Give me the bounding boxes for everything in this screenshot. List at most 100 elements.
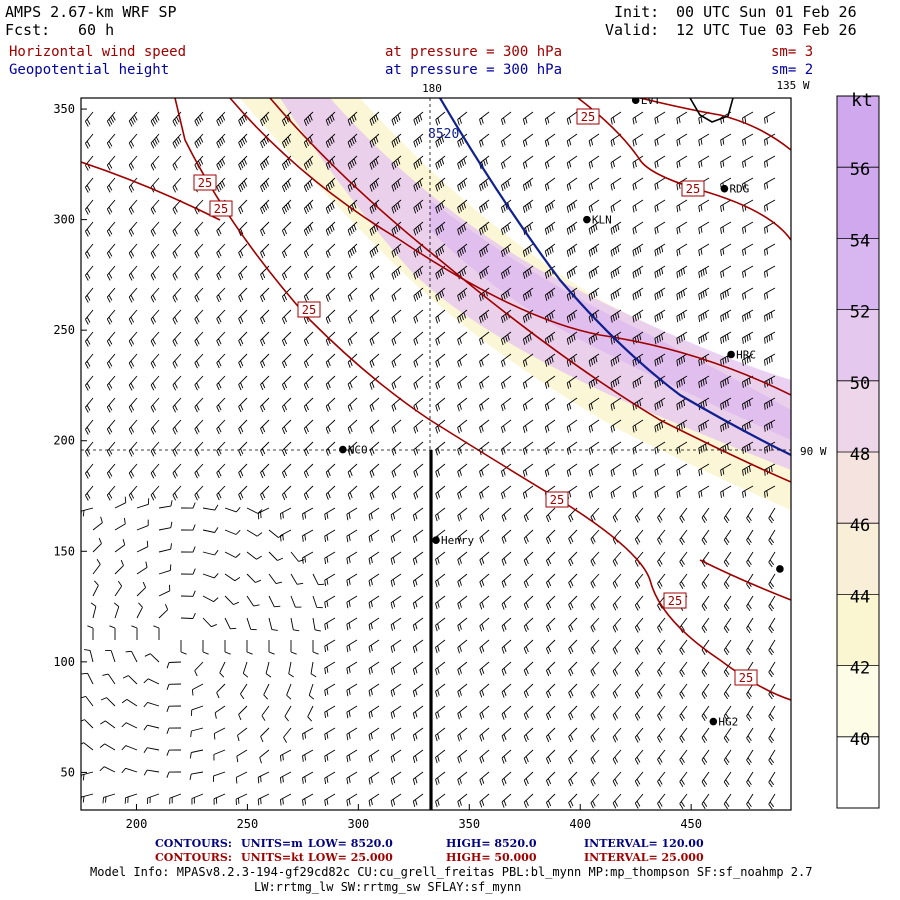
colorbar-label: 52 xyxy=(850,303,870,323)
x-tick-label: 300 xyxy=(348,817,370,831)
station-label: LVT xyxy=(641,94,661,107)
colorbar-segment xyxy=(837,523,879,595)
y-tick-label: 350 xyxy=(53,102,75,116)
svg-text:25: 25 xyxy=(581,110,595,124)
contours-height-low: LOW= 8520.0 xyxy=(308,837,393,850)
contours-height-units: UNITS=m xyxy=(241,837,303,850)
svg-text:25: 25 xyxy=(198,176,212,190)
y-tick-label: 50 xyxy=(61,765,75,779)
svg-text:25: 25 xyxy=(550,493,564,507)
map-frame xyxy=(80,97,792,811)
model-info-line2: LW:rrtmg_lw SW:rrtmg_sw SFLAY:sf_mynn xyxy=(254,880,522,894)
lon-label-180: 180 xyxy=(422,82,442,95)
x-tick-label: 350 xyxy=(458,817,480,831)
contour-label: 25 xyxy=(209,200,233,217)
map-axes: 200 250 300 350 400 450 50 100 150 200 250 300 350 xyxy=(53,102,702,831)
y-tick-label: 250 xyxy=(53,323,75,337)
lon-label-90w: 90 W xyxy=(800,445,827,458)
colorbar-segment xyxy=(837,167,879,239)
height-contour-label: 8520 xyxy=(428,127,459,142)
colorbar: 40 42 44 46 48 50 52 54 56 xyxy=(836,95,880,809)
station-label: HRC xyxy=(736,348,756,361)
contours-wind-low: LOW= 25.000 xyxy=(308,851,393,864)
init-value: 00 UTC Sun 01 Feb 26 xyxy=(676,3,857,21)
field2-level: at pressure = 300 hPa xyxy=(385,62,563,78)
contours-height-interval: INTERVAL= 120.00 xyxy=(584,837,704,850)
field2-name: Geopotential height xyxy=(9,62,170,78)
coastline xyxy=(689,98,734,123)
contour-label: 25 xyxy=(297,301,321,318)
svg-text:25: 25 xyxy=(214,202,228,216)
contours-wind-interval: INTERVAL= 25.000 xyxy=(584,851,704,864)
svg-text:25: 25 xyxy=(668,594,682,608)
colorbar-segment xyxy=(837,96,879,168)
y-tick-label: 150 xyxy=(53,544,75,558)
colorbar-label: 54 xyxy=(850,231,870,251)
station-marker xyxy=(631,98,640,105)
contour-label: 25 xyxy=(734,669,758,686)
colorbar-segment xyxy=(837,665,879,737)
valid-label: Valid: xyxy=(605,21,660,39)
valid-value: 12 UTC Tue 03 Feb 26 xyxy=(676,21,857,39)
contour-label: 25 xyxy=(663,592,687,609)
station-marker xyxy=(432,536,440,545)
colorbar-label: 40 xyxy=(850,730,870,750)
height-contour-8520 xyxy=(439,98,791,456)
contour-label: 25 xyxy=(545,491,569,508)
contours-label-wind: CONTOURS: xyxy=(155,851,232,864)
field2-smoothing: sm= 2 xyxy=(771,62,814,78)
x-tick-label: 250 xyxy=(237,817,259,831)
colorbar-label: 44 xyxy=(850,587,870,607)
field1-level: at pressure = 300 hPa xyxy=(385,44,563,60)
contours-label-height: CONTOURS: xyxy=(155,837,232,850)
station-label: NCO xyxy=(348,444,368,457)
contour-labels: 25 25 25 25 25 25 25 25 8520 xyxy=(193,108,758,686)
colorbar-segment xyxy=(837,380,879,452)
contours-wind-units: UNITS=kt xyxy=(241,851,304,864)
x-tick-label: 200 xyxy=(126,817,148,831)
field1-smoothing: sm= 3 xyxy=(771,44,814,60)
station-marker xyxy=(727,350,735,359)
colorbar-label: 42 xyxy=(850,659,870,679)
wind-barb-field xyxy=(81,111,776,810)
forecast-label: Fcst: xyxy=(5,21,51,39)
station-marker xyxy=(709,717,718,726)
station-label: HG2 xyxy=(718,716,738,729)
colorbar-label: 50 xyxy=(850,374,870,394)
station-marker xyxy=(583,215,591,224)
colorbar-segment xyxy=(837,309,879,381)
contour-label: 25 xyxy=(576,108,600,125)
contour-label: 25 xyxy=(681,180,705,197)
x-tick-label: 450 xyxy=(680,817,702,831)
x-tick-label: 400 xyxy=(569,817,591,831)
model-title: AMPS 2.67-km WRF SP xyxy=(5,3,177,21)
y-tick-label: 100 xyxy=(53,655,75,669)
init-label: Init: xyxy=(614,3,660,21)
colorbar-label: 46 xyxy=(850,516,870,536)
colorbar-unit: kt xyxy=(851,90,873,111)
field1-name: Horizontal wind speed xyxy=(9,44,187,60)
station-marker xyxy=(720,184,729,193)
station-label: Henry xyxy=(441,534,474,547)
wind-barbs xyxy=(81,111,776,810)
colorbar-label: 56 xyxy=(850,160,870,180)
model-info-line1: Model Info: MPASv8.2.3-194-gf29cd82c CU:… xyxy=(90,865,813,879)
svg-text:25: 25 xyxy=(739,671,753,685)
colorbar-segment xyxy=(837,238,879,310)
station-marker xyxy=(776,565,784,573)
contours-height-high: HIGH= 8520.0 xyxy=(446,837,537,850)
colorbar-label: 48 xyxy=(850,445,870,465)
stations: LVT RDG KLN HRC NCO Henry HG2 xyxy=(339,94,784,729)
colorbar-segment xyxy=(837,594,879,666)
wind-speed-shading-core xyxy=(430,200,791,440)
svg-text:25: 25 xyxy=(302,303,316,317)
station-label: KLN xyxy=(592,214,612,227)
lon-label-135w: 135 W xyxy=(776,79,809,92)
station-marker xyxy=(339,445,347,454)
station-label: RDG xyxy=(729,183,749,196)
colorbar-segment xyxy=(837,452,879,524)
y-tick-label: 300 xyxy=(53,213,75,227)
contour-label: 25 xyxy=(193,174,217,191)
forecast-value: 60 h xyxy=(78,21,115,39)
